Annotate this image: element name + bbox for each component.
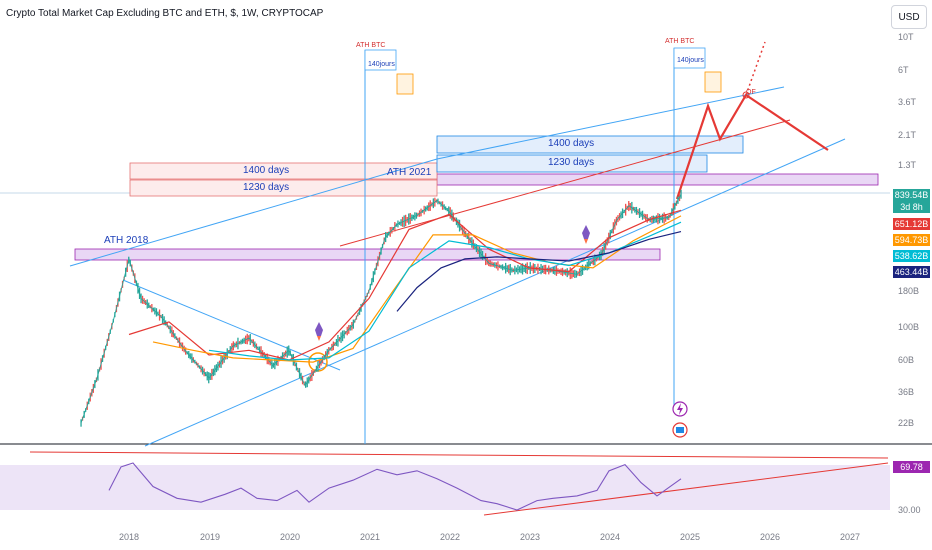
- x-tick-label: 2019: [199, 532, 221, 542]
- x-tick-label: 2026: [759, 532, 781, 542]
- orange-box-2: [704, 71, 722, 93]
- annotation-ath-btc-1: ATH BTC: [356, 42, 386, 49]
- y-tick-label: 180B: [898, 286, 920, 296]
- currency-button[interactable]: USD: [891, 5, 927, 29]
- upper-channel-1: [69, 158, 438, 267]
- rsi-lower-trendline: [483, 462, 889, 516]
- range-1230-box-2: [436, 154, 708, 173]
- annotation-ath-2018: ATH 2018: [104, 235, 149, 246]
- projection-node: [742, 91, 750, 99]
- marker-box-1: [364, 49, 397, 71]
- moving-average-line: [152, 215, 682, 363]
- projection-dotted: [745, 41, 766, 96]
- mid-red-trendline: [339, 119, 791, 247]
- x-tick-label: 2024: [599, 532, 621, 542]
- y-tick-label: 2.1T: [898, 130, 917, 140]
- y-tick-label: 3.6T: [898, 97, 917, 107]
- lightning-icon[interactable]: [672, 401, 688, 417]
- countdown-badge: 3d 8h: [893, 201, 930, 213]
- rsi-level-label: 30.00: [898, 505, 921, 515]
- x-tick-label: 2018: [118, 532, 140, 542]
- y-tick-label: 6T: [898, 65, 909, 75]
- ath2018-zone: [74, 248, 661, 261]
- annotation-ath-btc-2: ATH BTC: [665, 38, 695, 45]
- annotation-1400-days-1: 1400 days: [243, 165, 290, 176]
- annotation-1230-days-1: 1230 days: [243, 182, 290, 193]
- x-tick-label: 2027: [839, 532, 861, 542]
- ath2021-zone: [436, 173, 879, 186]
- lower-channel: [144, 138, 846, 447]
- annotation-140jours-1: 140jours: [368, 61, 395, 68]
- event-flag-icon[interactable]: [672, 422, 688, 438]
- x-tick-label: 2021: [359, 532, 381, 542]
- x-tick-label: 2023: [519, 532, 541, 542]
- price-badge-orange: 594.73B: [893, 234, 930, 246]
- orange-box-1: [396, 73, 414, 95]
- price-badge-cyan: 538.62B: [893, 250, 930, 262]
- x-tick-label: 2022: [439, 532, 461, 542]
- chart-title: Crypto Total Market Cap Excluding BTC an…: [6, 8, 324, 19]
- y-tick-label: 100B: [898, 322, 920, 332]
- price-series-line: [80, 194, 682, 424]
- annotation-1400-days-2: 1400 days: [548, 138, 595, 149]
- rsi-upper-trendline: [29, 451, 889, 459]
- y-tick-label: 60B: [898, 355, 915, 365]
- moving-average-line: [208, 221, 682, 361]
- y-tick-label: 10T: [898, 32, 914, 42]
- rsi-line: [108, 462, 682, 511]
- descending-trendline: [122, 279, 341, 371]
- range-1400-box-2: [436, 135, 744, 154]
- price-badge-red: 651.12B: [893, 218, 930, 230]
- y-tick-label: 1.3T: [898, 160, 917, 170]
- candle: [680, 189, 682, 199]
- x-tick-label: 2025: [679, 532, 701, 542]
- rocket-icon: [582, 225, 590, 244]
- y-tick-label: 36B: [898, 387, 915, 397]
- moving-average-line: [128, 209, 682, 361]
- annotation-ath-2021: ATH 2021: [387, 167, 432, 178]
- y-tick-label: 22B: [898, 418, 915, 428]
- price-badge-navy: 463.44B: [893, 266, 930, 278]
- range-1230-box-1: [129, 179, 438, 197]
- moving-average-line: [396, 231, 682, 312]
- annotation-1230-days-2: 1230 days: [548, 157, 595, 168]
- x-tick-label: 2020: [279, 532, 301, 542]
- rsi-band: [0, 465, 890, 510]
- rocket-icon: [315, 322, 323, 341]
- marker-box-2: [673, 47, 706, 69]
- projection-path: [675, 93, 829, 200]
- price-badge-current: 839.54B: [893, 189, 930, 201]
- upper-channel-2: [436, 86, 785, 160]
- annotation-of: OF: [746, 89, 756, 96]
- rsi-value-badge: 69.78: [893, 461, 930, 473]
- annotation-140jours-2: 140jours: [677, 57, 704, 64]
